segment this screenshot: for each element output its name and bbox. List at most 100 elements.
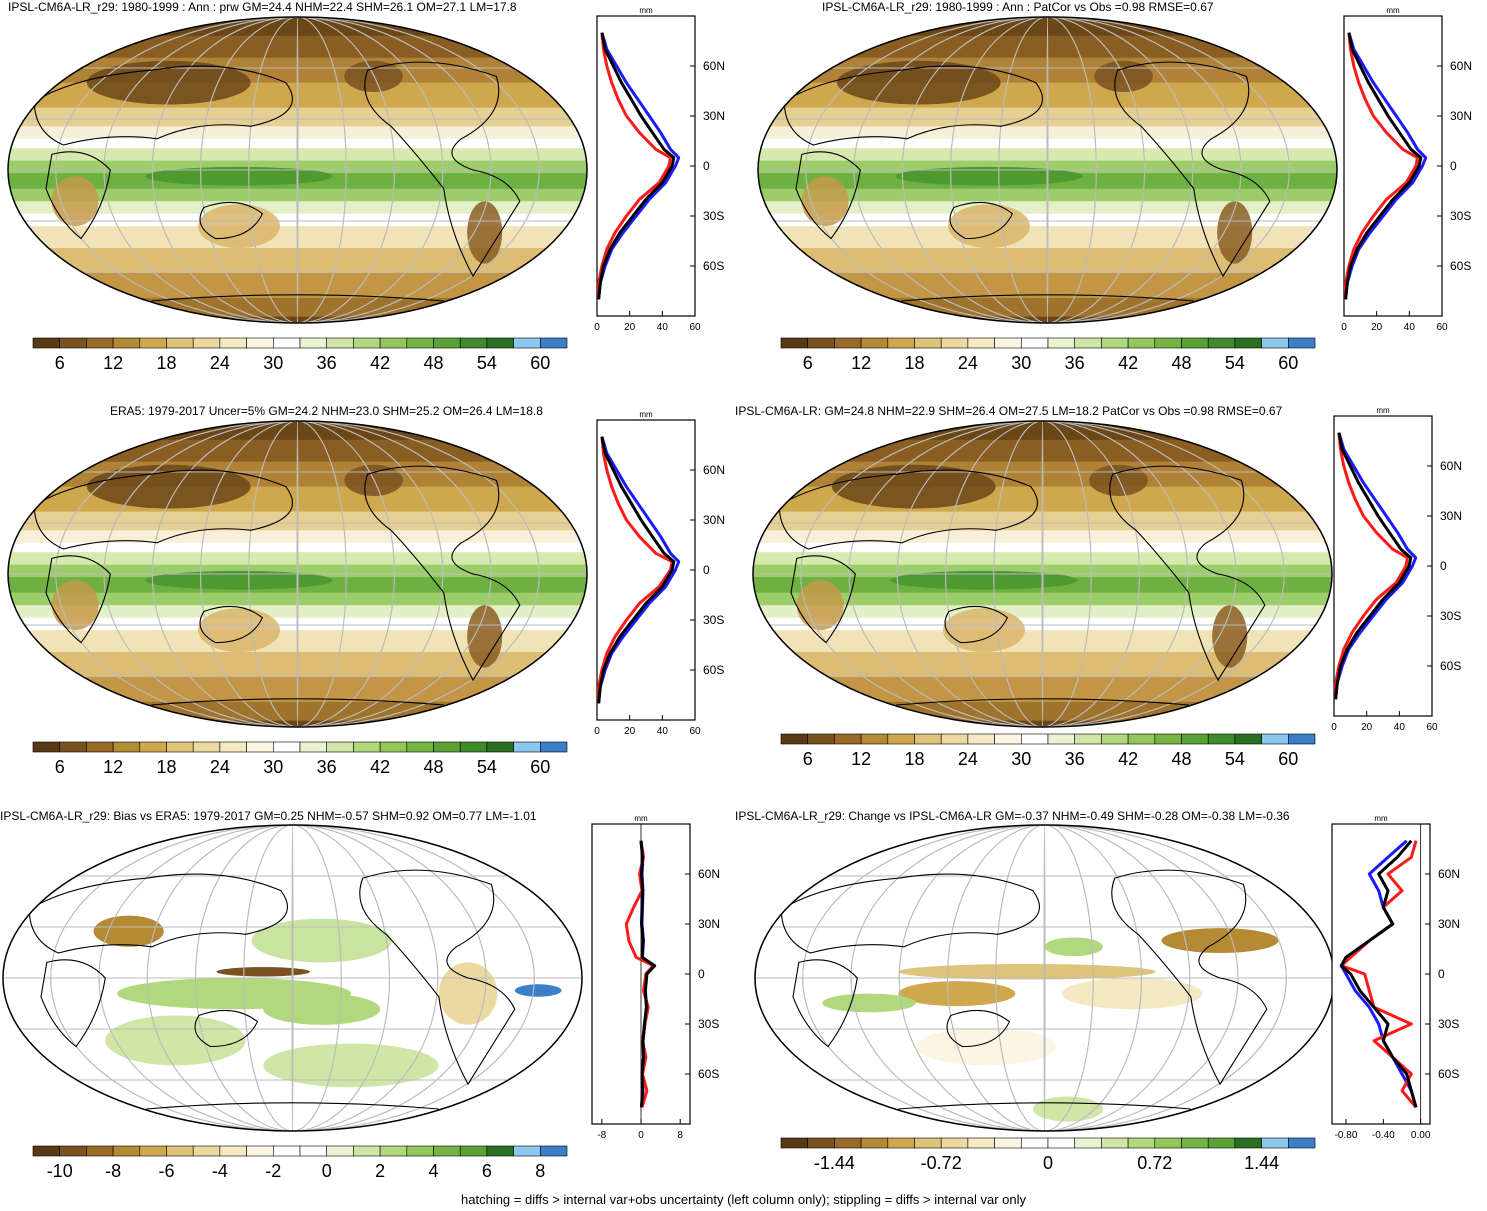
colorbar-swatch (1074, 337, 1102, 349)
profile-model-line (1334, 432, 1409, 700)
colorbar-swatch (246, 337, 274, 349)
coastlines (28, 869, 516, 1110)
colorbar-label: 4 (428, 1161, 438, 1181)
zonal-mean-profile: mm 60N 30N 0 30S 60S 0 20 40 60 (1331, 406, 1462, 733)
colorbar-swatch (967, 733, 995, 745)
colorbar-swatch (967, 1137, 995, 1149)
colorbar-swatch (860, 733, 889, 745)
field-patch (86, 60, 251, 105)
colorbar-label: 30 (263, 757, 283, 777)
panel-title: IPSL-CM6A-LR: GM=24.8 NHM=22.9 SHM=26.4 … (735, 404, 1283, 418)
colorbar-swatch (1101, 1137, 1129, 1149)
colorbar-label: 42 (1118, 353, 1138, 373)
colorbar-label: 18 (156, 757, 176, 777)
colorbar-label: 6 (803, 749, 813, 769)
field-patch (822, 993, 916, 1013)
colorbar-swatch (539, 337, 568, 349)
colorbar-swatch (1287, 733, 1316, 745)
colorbar-swatch (780, 733, 809, 745)
colorbar-label: 1.44 (1244, 1153, 1279, 1173)
world-map (2, 824, 583, 1132)
map-field (753, 421, 1332, 727)
x-tick-label: 60 (689, 726, 701, 737)
colorbar-swatch (780, 337, 809, 349)
colorbar-swatch (433, 1145, 461, 1157)
field-patch (51, 580, 99, 631)
y-tick-label: 60N (703, 59, 725, 73)
panel-title: IPSL-CM6A-LR_r29: Change vs IPSL-CM6A-LR… (735, 809, 1290, 823)
graticule (8, 421, 587, 727)
field-patch (438, 962, 498, 1025)
colorbar-swatch (1154, 733, 1182, 745)
colorbar-label: 2 (375, 1161, 385, 1181)
profile-other-line (639, 840, 657, 1108)
colorbar-label: 18 (904, 353, 924, 373)
field-patch (831, 464, 996, 509)
y-tick-label: 60S (698, 1067, 719, 1081)
graticule (8, 17, 587, 323)
colorbar-swatch (1021, 733, 1049, 745)
field-patch (1094, 60, 1153, 92)
field-patch (145, 166, 333, 186)
colorbar-swatch (1154, 1137, 1182, 1149)
x-tick-label: 40 (1394, 722, 1406, 733)
y-tick-label: 60S (703, 663, 724, 677)
colorbar: 612182430364248546066 (32, 741, 568, 777)
x-tick-label: 0 (638, 1130, 644, 1141)
colorbar-swatch (539, 1145, 568, 1157)
colorbar-swatch (353, 1145, 381, 1157)
zonal-mean-profile: mm 60N 30N 0 30S 60S -0.80 -0.40 0.00 (1331, 814, 1460, 1141)
x-tick-label: -0.40 (1372, 1130, 1395, 1141)
colorbar-swatch (1074, 1137, 1102, 1149)
colorbar-swatch (299, 1145, 328, 1157)
y-tick-label: 30N (698, 917, 720, 931)
colorbar-swatch (192, 741, 221, 753)
colorbar-swatch (1047, 1137, 1076, 1149)
colorbar: 612182430364248546066 (780, 733, 1316, 769)
colorbar-label: 24 (210, 353, 230, 373)
graticule (753, 421, 1332, 727)
y-tick-label: 60N (1438, 867, 1460, 881)
profile-unit: mm (634, 814, 648, 823)
colorbar-label: 30 (1011, 353, 1031, 373)
x-tick-label: 0 (1331, 722, 1337, 733)
x-tick-label: -0.80 (1335, 1130, 1358, 1141)
colorbar-swatch (887, 337, 915, 349)
y-tick-label: 60N (698, 867, 720, 881)
colorbar-swatch (1047, 337, 1076, 349)
colorbar-label: 12 (851, 749, 871, 769)
x-tick-label: 60 (689, 322, 701, 333)
y-tick-label: 30S (1438, 1017, 1459, 1031)
profile-unit: mm (1374, 814, 1388, 823)
profile-model-line (597, 32, 672, 300)
field-patch (1212, 605, 1248, 668)
colorbar-swatch (1234, 733, 1262, 745)
colorbar-swatch (1261, 337, 1289, 349)
map-field (8, 421, 587, 727)
colorbar-swatch (326, 1145, 354, 1157)
x-tick-label: 0.00 (1411, 1130, 1431, 1141)
field-patch (801, 176, 849, 227)
coastlines (778, 465, 1266, 706)
colorbar-label: 60 (1278, 749, 1298, 769)
colorbar-swatch (486, 337, 514, 349)
colorbar-swatch (273, 337, 301, 349)
colorbar-label: 6 (55, 757, 65, 777)
colorbar-swatch (1181, 337, 1209, 349)
coastlines (780, 869, 1268, 1110)
colorbar-label: 36 (317, 353, 337, 373)
colorbar-label: -6 (158, 1161, 174, 1181)
y-tick-label: 0 (1450, 159, 1457, 173)
profile-obs-line (597, 436, 681, 704)
colorbar-label: 42 (1118, 749, 1138, 769)
colorbar-swatch (1207, 1137, 1236, 1149)
profile-other-line (1334, 432, 1413, 700)
colorbar-swatch (1234, 337, 1262, 349)
colorbar-swatch (112, 1145, 141, 1157)
zonal-mean-profile: mm 60N 30N 0 30S 60S 0 20 40 60 (594, 410, 725, 737)
profile-unit: mm (1376, 406, 1390, 415)
panel-title: IPSL-CM6A-LR_r29: 1980-1999 : Ann : PatC… (822, 0, 1214, 14)
profile-obs-line (1334, 432, 1418, 700)
graticule (758, 17, 1337, 323)
colorbar-label: 24 (210, 757, 230, 777)
